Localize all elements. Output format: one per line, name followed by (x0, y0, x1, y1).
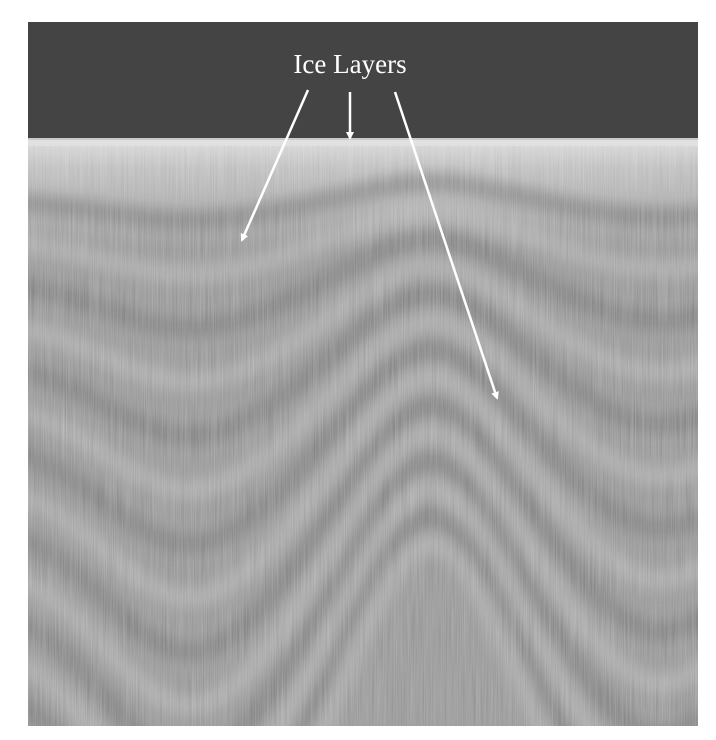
echogram (28, 22, 698, 726)
air-region (28, 22, 698, 140)
annotation-arrows (240, 89, 499, 400)
surface-line (28, 138, 698, 146)
arrow (240, 89, 310, 242)
annotation-label: Ice Layers (293, 49, 406, 79)
arrow (393, 91, 499, 400)
